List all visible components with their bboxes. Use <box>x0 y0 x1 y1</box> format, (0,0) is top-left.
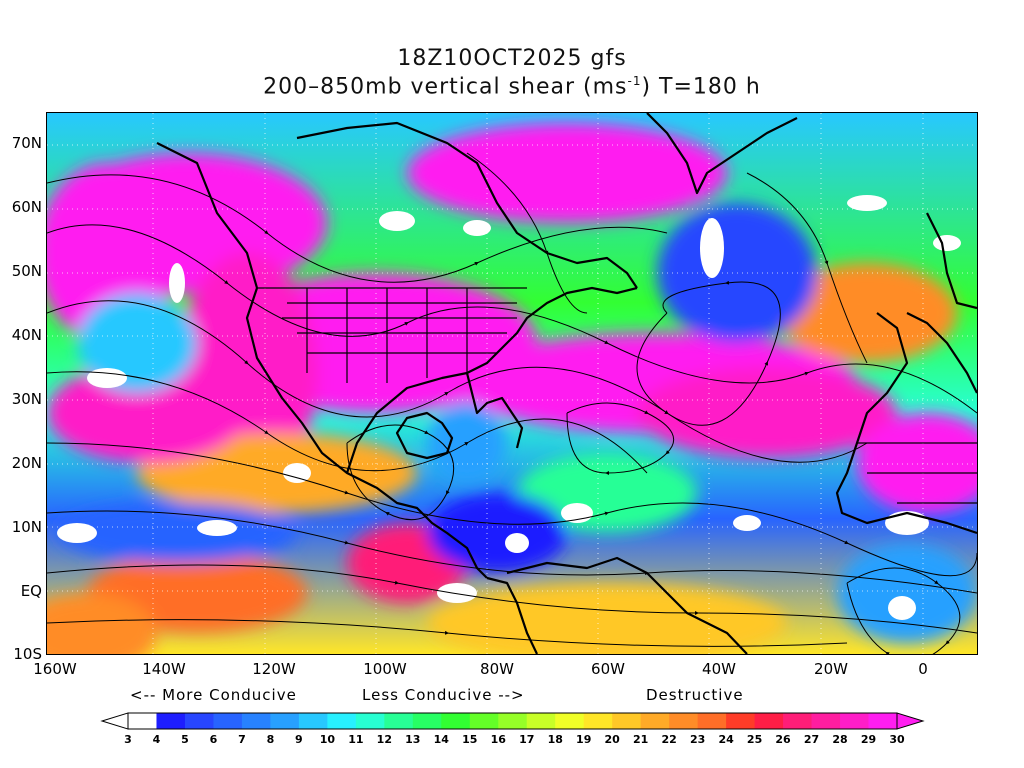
lat-label-10s: 10S <box>13 645 42 663</box>
colorbar-label: 8 <box>266 733 275 746</box>
map-title-line1: 18Z10OCT2025 gfs <box>397 46 627 71</box>
colorbar-swatch <box>669 713 699 729</box>
lon-label-60w: 60W <box>591 660 625 678</box>
colorbar-swatch <box>128 713 157 729</box>
colorbar-label: 25 <box>746 733 763 746</box>
lon-label-0: 0 <box>918 660 928 678</box>
lat-label-20n: 20N <box>11 454 42 472</box>
lon-label-80w: 80W <box>480 660 514 678</box>
colorbar-swatch <box>298 713 328 729</box>
shear-map <box>17 112 997 673</box>
colorbar-label: 26 <box>775 733 791 746</box>
colorbar-swatch <box>612 713 642 729</box>
colorbar-label: 28 <box>832 733 848 746</box>
colorbar-label: 17 <box>519 733 535 746</box>
lat-label-40n: 40N <box>11 326 42 344</box>
colorbar <box>100 712 925 730</box>
lat-label-70n: 70N <box>11 134 42 152</box>
colorbar-swatch <box>811 713 841 729</box>
colorbar-swatch <box>270 713 300 729</box>
colorbar-swatch <box>868 713 898 729</box>
colorbar-swatch <box>555 713 585 729</box>
shear-map-svg <box>17 112 997 673</box>
colorbar-label: 18 <box>547 733 563 746</box>
colorbar-label: 5 <box>181 733 189 746</box>
colorbar-label: 30 <box>889 733 905 746</box>
colorbar-swatch <box>754 713 784 729</box>
colorbar-label: 23 <box>689 733 706 746</box>
lon-label-160w: 160W <box>33 660 77 678</box>
colorbar-swatch <box>184 713 214 729</box>
lat-label-30n: 30N <box>11 390 42 408</box>
colorbar-label: 13 <box>405 733 421 746</box>
colorbar-swatch <box>156 713 186 729</box>
lon-label-120w: 120W <box>252 660 296 678</box>
colorbar-swatch <box>441 713 471 729</box>
colorbar-label: 11 <box>348 733 364 746</box>
title-line2-prefix: 200–850mb vertical shear (ms <box>263 74 628 100</box>
colorbar-swatch <box>697 713 727 729</box>
colorbar-label: 19 <box>576 733 592 746</box>
title-line2-suffix: ) T=180 h <box>641 74 761 100</box>
lat-label-50n: 50N <box>11 262 42 280</box>
lat-label-10n: 10N <box>11 518 42 536</box>
colorbar-label: 7 <box>238 733 246 746</box>
less-conducive-label: Less Conducive --> <box>362 686 525 704</box>
colorbar-label: 21 <box>633 733 649 746</box>
colorbar-swatch <box>241 713 271 729</box>
lon-label-40w: 40W <box>702 660 736 678</box>
destructive-label: Destructive <box>646 686 744 704</box>
lon-label-140w: 140W <box>142 660 186 678</box>
colorbar-swatch <box>640 713 670 729</box>
colorbar-swatch <box>583 713 613 729</box>
colorbar-swatch <box>840 713 870 729</box>
map-title-line2: 200–850mb vertical shear (ms-1) T=180 h <box>0 74 1024 99</box>
colorbar-label: 20 <box>604 733 620 746</box>
colorbar-swatch <box>783 713 813 729</box>
colorbar-swatch <box>213 713 243 729</box>
colorbar-label: 27 <box>803 733 820 746</box>
colorbar-high-arrow <box>896 712 925 730</box>
lat-label-eq: EQ <box>20 582 42 600</box>
colorbar-swatch <box>526 713 556 729</box>
colorbar-label: 14 <box>433 733 449 746</box>
colorbar-label: 3 <box>124 733 132 746</box>
colorbar-border <box>127 712 898 730</box>
colorbar-swatch <box>498 713 528 729</box>
colorbar-label: 10 <box>319 733 336 746</box>
colorbar-swatch <box>384 713 414 729</box>
colorbar-label: 6 <box>209 733 218 746</box>
colorbar-swatch <box>412 713 442 729</box>
streamlines <box>46 152 978 662</box>
colorbar-label: 24 <box>718 733 734 746</box>
colorbar-label: 9 <box>295 733 303 746</box>
colorbar-label: 12 <box>376 733 392 746</box>
colorbar-swatch <box>355 713 385 729</box>
more-conducive-label: <-- More Conducive <box>130 686 297 704</box>
lat-label-60n: 60N <box>11 198 42 216</box>
colorbar-label: 16 <box>490 733 506 746</box>
title-line2-unit-exponent: -1 <box>627 74 642 88</box>
colorbar-label: 22 <box>661 733 677 746</box>
colorbar-label: 29 <box>860 733 877 746</box>
colorbar-swatch <box>469 713 499 729</box>
colorbar-label: 15 <box>462 733 478 746</box>
colorbar-low-arrow <box>100 712 129 730</box>
lon-label-20w: 20W <box>814 660 848 678</box>
colorbar-label: 4 <box>152 733 161 746</box>
lon-label-100w: 100W <box>363 660 407 678</box>
colorbar-swatch <box>726 713 756 729</box>
colorbar-swatch <box>327 713 357 729</box>
